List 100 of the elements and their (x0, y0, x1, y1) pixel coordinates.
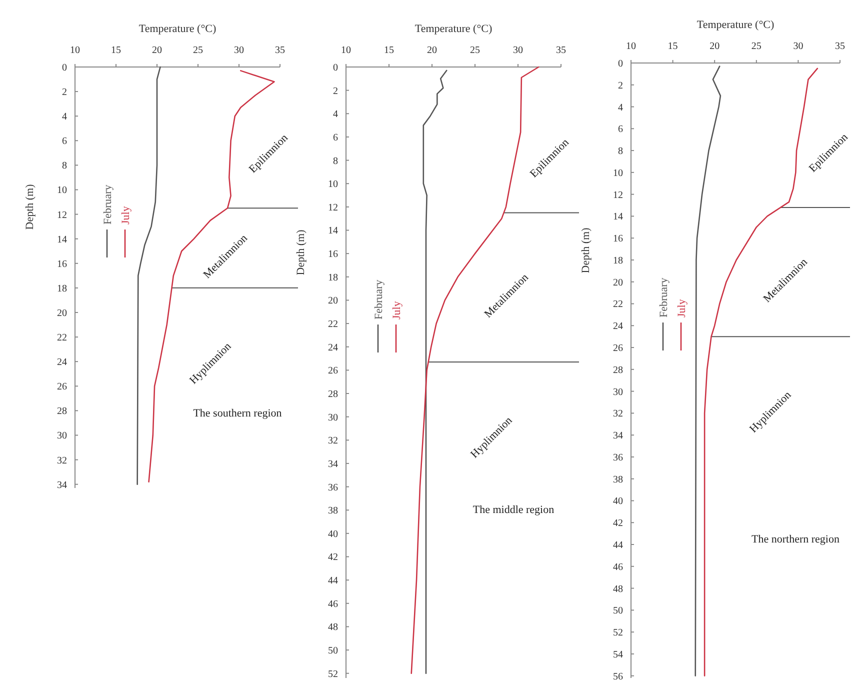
y-tick-label: 24 (328, 342, 338, 354)
y-tick-label: 30 (328, 412, 338, 424)
y-tick-label: 52 (613, 628, 623, 639)
y-tick-label: 32 (328, 436, 338, 447)
x-tick-label: 10 (626, 41, 636, 52)
y-tick-label: 46 (328, 598, 338, 610)
y-tick-label: 44 (328, 576, 338, 587)
y-tick-label: 4 (333, 109, 338, 120)
y-tick-label: 40 (328, 528, 338, 540)
y-tick-label: 42 (328, 552, 338, 564)
y-tick-label: 32 (57, 455, 67, 466)
y-tick-label: 6 (618, 124, 623, 136)
y-tick-label: 4 (618, 102, 623, 114)
x-tick-label: 10 (70, 45, 80, 56)
y-tick-label: 56 (613, 671, 623, 682)
y-tick-label: 4 (62, 112, 67, 123)
x-tick-label: 15 (111, 45, 121, 56)
y-tick-label: 2 (618, 80, 623, 92)
y-tick-label: 16 (57, 258, 67, 270)
x-tick-label: 20 (710, 41, 720, 52)
x-tick-label: 25 (751, 41, 762, 52)
x-tick-label: 35 (275, 45, 285, 56)
text: July (120, 206, 132, 224)
y-tick-label: 2 (62, 87, 67, 98)
y-tick-label: 18 (328, 272, 338, 284)
line-series (136, 66, 161, 485)
x-axis-title: Temperature (°C) (414, 23, 492, 35)
text: July (676, 298, 688, 318)
y-tick-label: 34 (613, 430, 623, 442)
y-tick-label: 0 (62, 62, 67, 74)
y-tick-label: 48 (328, 622, 338, 634)
x-tick-label: 25 (470, 45, 480, 56)
y-tick-label: 12 (57, 210, 67, 221)
y-tick-label: 18 (613, 255, 623, 266)
y-tick-label: 50 (328, 646, 338, 657)
y-tick-label: 40 (613, 496, 623, 508)
y-tick-label: 6 (333, 132, 338, 144)
x-tick-label: 15 (384, 45, 394, 56)
y-tick-label: 22 (613, 299, 623, 310)
x-tick-label: 20 (152, 45, 162, 56)
y-tick-label: 18 (57, 283, 67, 294)
y-tick-label: 52 (328, 668, 338, 680)
y-axis-title: Depth (m) (24, 184, 36, 230)
y-tick-label: 8 (62, 160, 67, 172)
text: July (391, 300, 403, 320)
y-tick-label: 26 (57, 382, 67, 393)
text: The southern region (193, 407, 282, 420)
y-tick-label: 22 (328, 319, 338, 330)
y-tick-label: 38 (328, 506, 338, 517)
y-tick-label: 24 (613, 321, 623, 332)
y-tick-label: 20 (328, 296, 338, 307)
y-tick-label: 28 (328, 388, 338, 400)
y-tick-label: 10 (57, 185, 67, 196)
y-tick-label: 0 (333, 62, 338, 74)
y-tick-label: 20 (613, 277, 623, 288)
x-tick-label: 15 (668, 41, 678, 52)
y-tick-label: 48 (613, 584, 623, 595)
y-tick-label: 2 (333, 86, 338, 97)
x-axis-title: Temperature (°C) (138, 23, 216, 35)
line-series (422, 70, 448, 674)
x-tick-label: 30 (793, 41, 804, 52)
x-tick-label: 35 (556, 45, 566, 56)
text: February (373, 279, 385, 320)
x-tick-label: 30 (234, 45, 244, 56)
y-tick-label: 34 (328, 458, 338, 470)
x-tick-label: 10 (341, 45, 351, 56)
y-tick-label: 0 (618, 58, 623, 70)
y-tick-label: 12 (328, 202, 338, 214)
line-series (694, 66, 722, 676)
y-tick-label: 16 (328, 249, 338, 260)
text: February (102, 184, 114, 224)
y-tick-label: 28 (613, 364, 623, 376)
text: February (658, 277, 670, 318)
y-tick-label: 46 (613, 562, 623, 573)
y-tick-label: 36 (328, 482, 338, 494)
text: The northern region (752, 534, 840, 546)
y-tick-label: 30 (613, 386, 623, 398)
y-tick-label: 30 (57, 430, 67, 442)
y-tick-label: 14 (57, 234, 67, 246)
y-tick-label: 34 (57, 480, 67, 491)
y-tick-label: 10 (328, 179, 338, 190)
y-tick-label: 22 (57, 332, 67, 344)
y-tick-label: 6 (62, 136, 67, 148)
y-tick-label: 26 (328, 366, 338, 377)
y-tick-label: 44 (613, 540, 623, 551)
y-tick-label: 16 (613, 234, 623, 245)
text: The middle region (472, 504, 555, 516)
y-tick-label: 28 (57, 406, 67, 418)
y-axis-title: Depth (m) (580, 227, 592, 274)
x-axis-title: Temperature (°C) (696, 19, 774, 31)
y-tick-label: 20 (57, 308, 67, 319)
x-tick-label: 35 (835, 41, 845, 52)
y-tick-label: 50 (613, 606, 623, 617)
y-tick-label: 8 (333, 156, 338, 167)
y-tick-label: 10 (613, 168, 623, 179)
y-tick-label: 54 (613, 649, 623, 660)
y-tick-label: 8 (618, 146, 623, 158)
y-tick-label: 36 (613, 452, 623, 464)
y-tick-label: 14 (613, 212, 623, 223)
y-tick-label: 12 (613, 190, 623, 201)
